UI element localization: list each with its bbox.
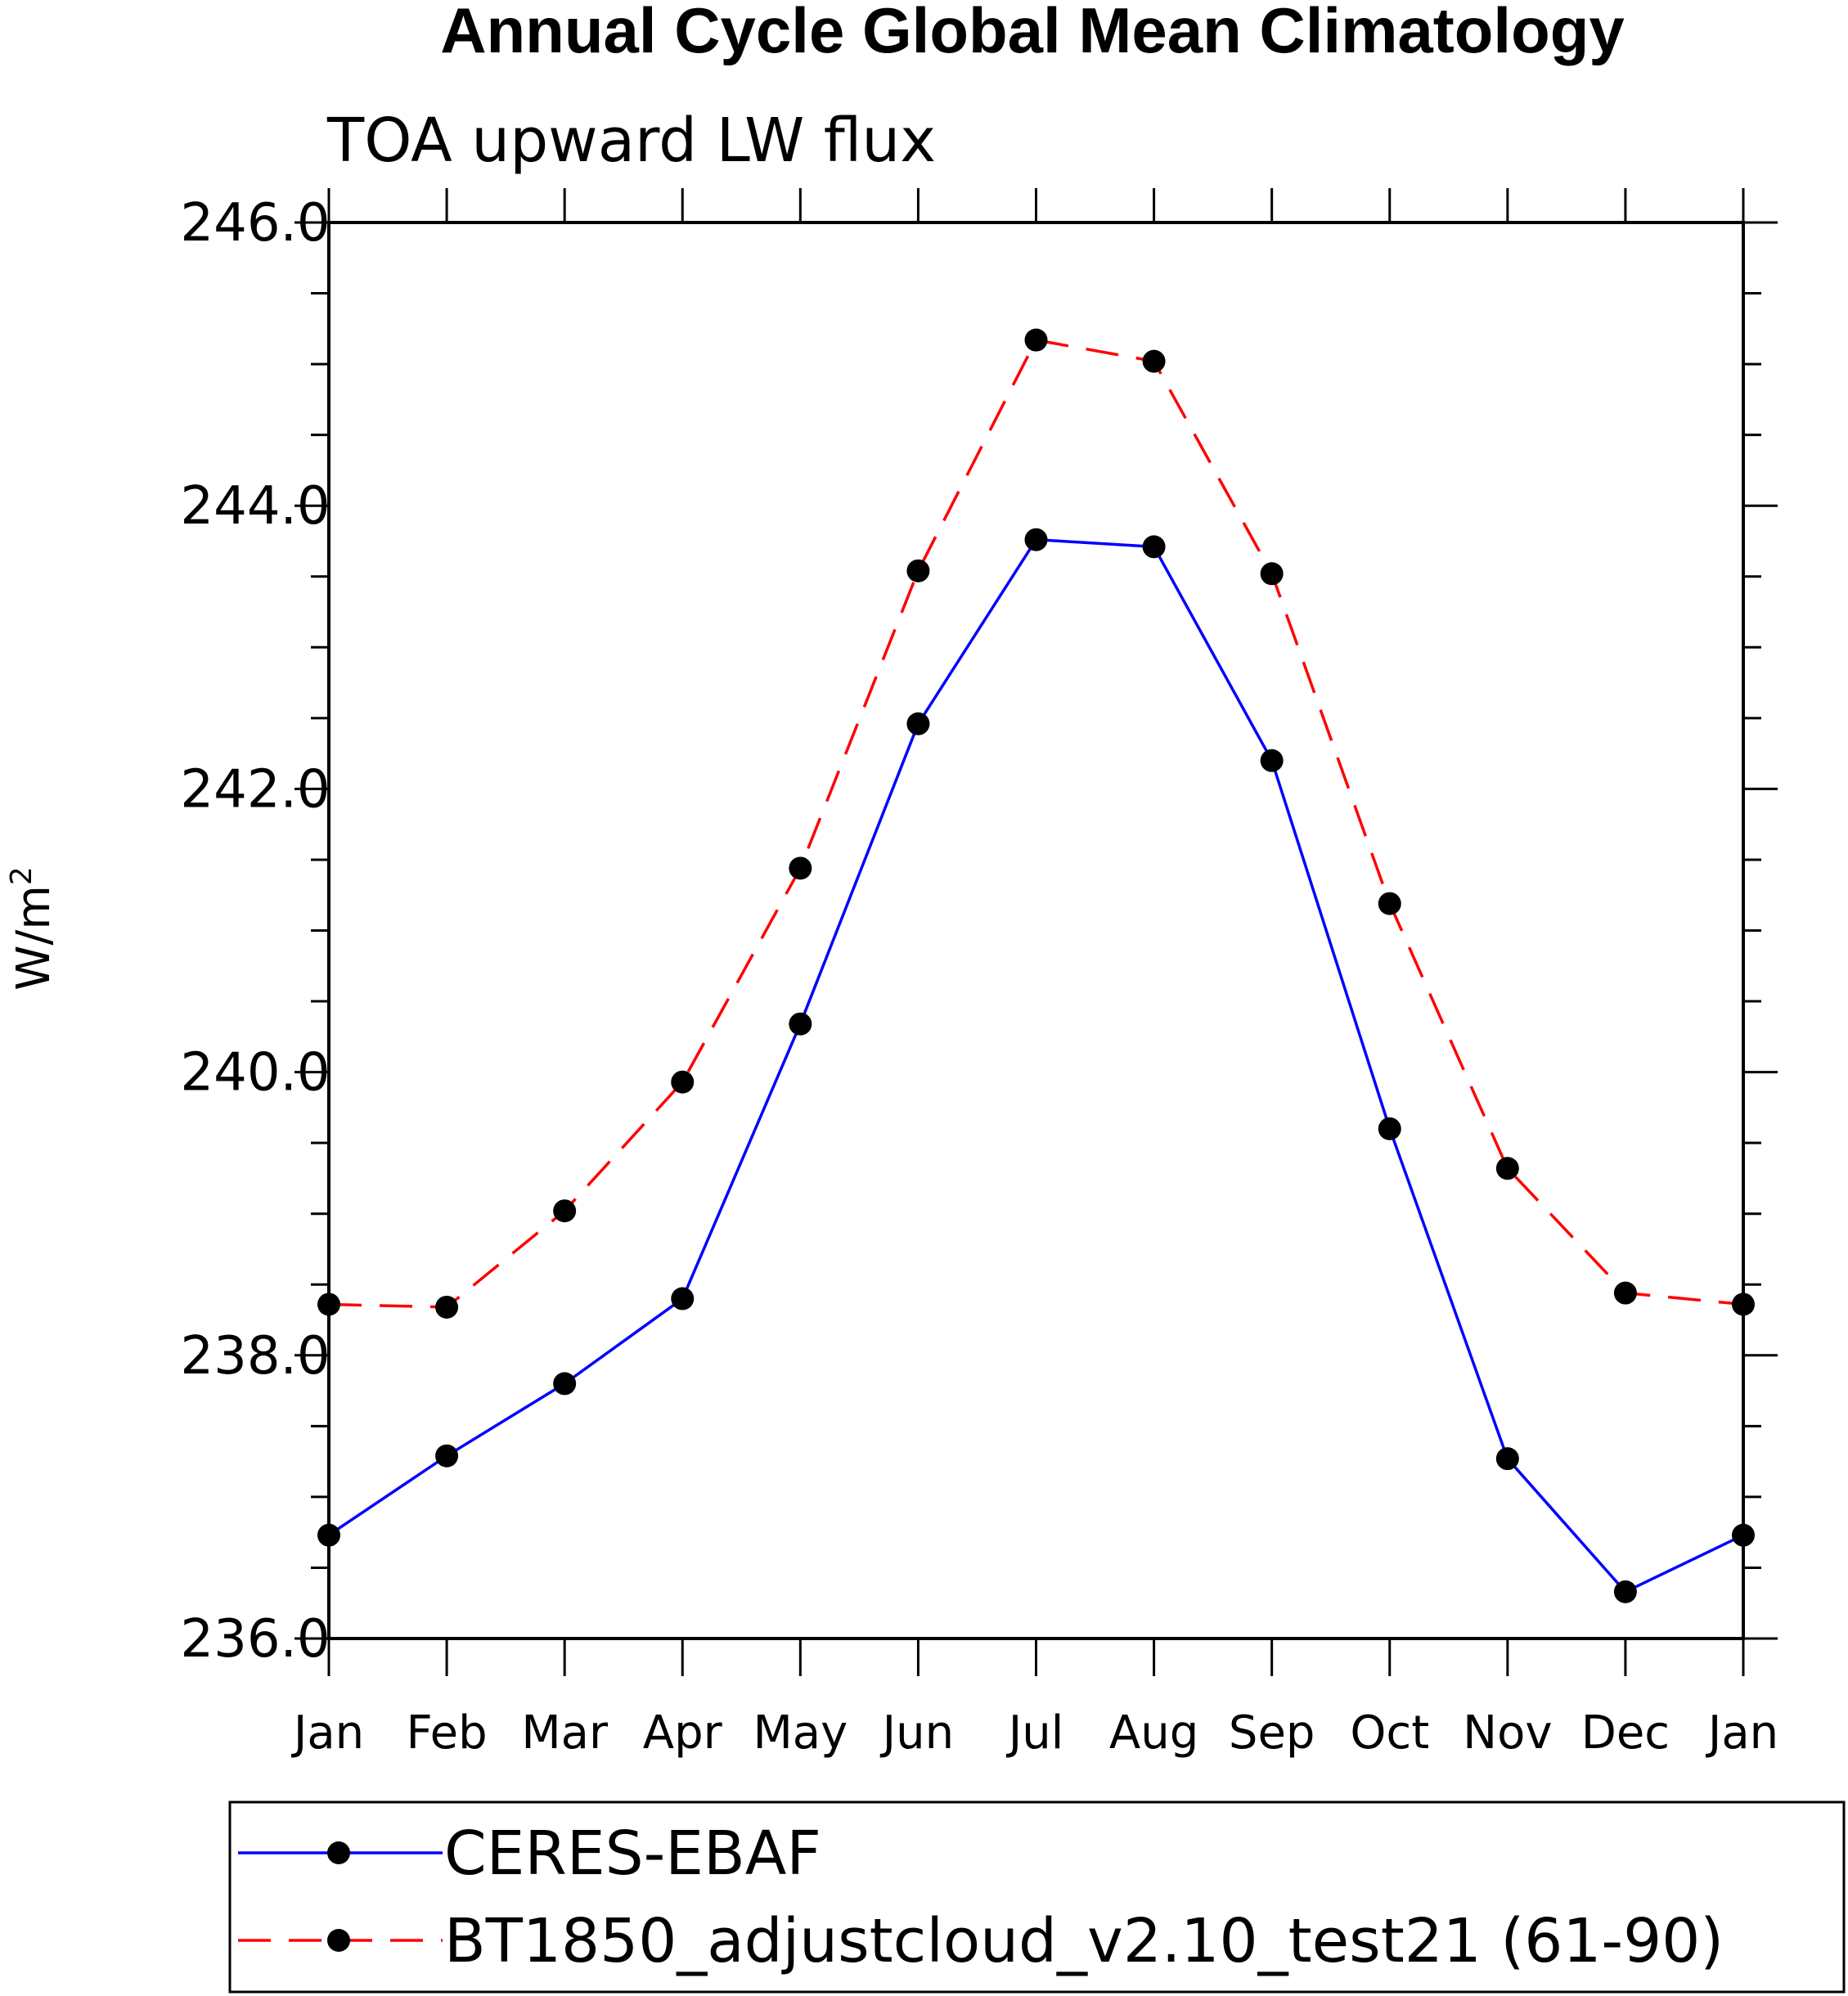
y-tick-label: 236.0: [180, 1609, 330, 1670]
data-point: [1613, 1281, 1637, 1305]
data-point: [789, 1012, 812, 1036]
y-tick-label: 238.0: [180, 1326, 330, 1387]
x-tick-label: Sep: [1229, 1706, 1315, 1760]
data-point: [317, 1523, 340, 1547]
legend-marker: [327, 1841, 350, 1864]
axis-ticks: [295, 188, 1778, 1676]
data-point: [1495, 1157, 1519, 1180]
data-point: [1024, 528, 1048, 551]
x-tick-labels: Jan Feb Mar Apr May Jun Jul Aug Sep Oct Nov Dec Jan: [291, 1706, 1778, 1760]
data-point: [906, 559, 930, 582]
x-tick-label: Jul: [1006, 1706, 1064, 1760]
y-tick-label: 240.0: [180, 1043, 330, 1104]
data-point: [1613, 1580, 1637, 1603]
legend-label-0: CERES-EBAF: [444, 1818, 821, 1889]
series-lines: [328, 338, 1744, 1594]
data-point: [1378, 892, 1401, 915]
y-axis-label-superscript: 2: [5, 866, 38, 885]
x-tick-label: Nov: [1463, 1706, 1552, 1760]
legend-label-1: BT1850_adjustcloud_v2.10_test21 (61-90): [444, 1906, 1724, 1976]
y-tick-label: 244.0: [180, 476, 330, 537]
data-point: [1260, 562, 1284, 586]
data-point: [1495, 1447, 1519, 1471]
y-tick-label: 246.0: [180, 193, 330, 254]
legend-marker: [327, 1929, 350, 1952]
y-tick-label: 242.0: [180, 759, 330, 820]
x-tick-label: Jan: [291, 1706, 364, 1760]
data-point: [1378, 1117, 1401, 1140]
x-tick-label: Jun: [880, 1706, 955, 1760]
y-axis-label-text: W/m: [7, 885, 61, 991]
y-axis-label: W/m2: [5, 866, 61, 991]
data-point: [435, 1295, 459, 1319]
x-tick-label: Feb: [407, 1706, 488, 1760]
legend: CERES-EBAF BT1850_adjustcloud_v2.10_test2…: [238, 1818, 1724, 1976]
x-tick-label: Dec: [1581, 1706, 1670, 1760]
data-point: [1732, 1523, 1755, 1547]
series-line-0: [328, 537, 1744, 1594]
x-tick-label: May: [753, 1706, 848, 1760]
data-point: [906, 712, 930, 735]
series-line-1: [328, 338, 1744, 1309]
series-markers: [317, 328, 1755, 1603]
data-point: [671, 1070, 695, 1094]
data-point: [1260, 748, 1284, 772]
x-tick-label: Oct: [1350, 1706, 1429, 1760]
data-point: [317, 1292, 340, 1316]
x-tick-label: Jan: [1706, 1706, 1778, 1760]
data-point: [1142, 535, 1166, 559]
plot-frame: [327, 221, 1745, 1640]
x-tick-label: Mar: [521, 1706, 609, 1760]
data-point: [789, 856, 812, 880]
x-tick-label: Aug: [1109, 1706, 1198, 1760]
data-point: [1732, 1292, 1755, 1316]
data-point: [553, 1199, 577, 1223]
data-point: [671, 1287, 695, 1310]
data-point: [435, 1444, 459, 1468]
y-tick-labels: 236.0 238.0 240.0 242.0 244.0 246.0: [180, 193, 330, 1670]
data-point: [1142, 349, 1166, 373]
chart-title: Annual Cycle Global Mean Climatology: [440, 0, 1625, 66]
data-point: [1024, 328, 1048, 352]
chart-subtitle: TOA upward LW flux: [326, 106, 936, 176]
x-tick-label: Apr: [643, 1706, 723, 1760]
legend-box: [228, 1800, 1846, 1994]
data-point: [553, 1372, 577, 1396]
